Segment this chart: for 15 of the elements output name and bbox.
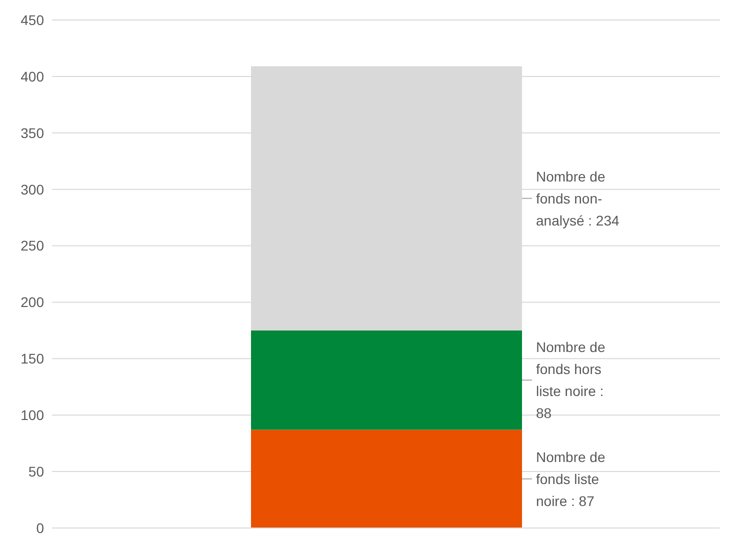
bar — [251, 430, 522, 528]
bar — [251, 330, 522, 430]
y-tick-label: 250 — [20, 238, 44, 254]
data-label: Nombre de fonds non-analysé : 234 — [536, 168, 620, 228]
data-label: Nombre de fonds liste noire : 87 — [536, 448, 606, 509]
y-tick-label: 400 — [20, 68, 44, 84]
y-tick-label: 450 — [20, 12, 44, 28]
y-tick-label: 100 — [20, 407, 44, 424]
y-tick-label: 50 — [28, 464, 44, 480]
data-label: Nombre de fonds hors liste noire : 88 — [536, 339, 606, 422]
y-tick-label: 150 — [20, 350, 44, 367]
y-tick-label: 300 — [20, 181, 44, 198]
y-tick-label: 0 — [36, 520, 44, 536]
y-tick-label: 200 — [20, 294, 44, 310]
y-tick-label: 350 — [20, 124, 44, 141]
